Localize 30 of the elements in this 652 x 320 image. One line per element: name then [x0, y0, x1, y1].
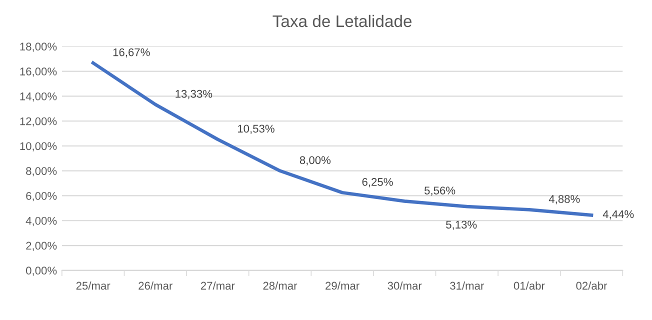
data-label: 5,13%	[446, 220, 477, 230]
x-tick-label: 02/abr	[576, 282, 608, 290]
x-tick-label: 01/abr	[514, 282, 545, 290]
x-tick-label: 28/mar	[263, 282, 298, 290]
data-label: 6,25%	[362, 178, 393, 188]
data-label: 13,33%	[176, 90, 212, 100]
x-tick-label: 25/mar	[76, 282, 110, 290]
chart-title: Taxa de Letalidade	[272, 14, 412, 28]
y-tick-label: 4,00%	[26, 216, 57, 226]
y-tick-label: 12,00%	[20, 117, 57, 127]
y-tick-label: 10,00%	[20, 142, 57, 152]
x-tick-label: 26/mar	[138, 282, 172, 290]
y-tick-label: 16,00%	[20, 68, 57, 77]
x-tick-label: 31/mar	[450, 282, 484, 290]
data-label: 4,44%	[602, 210, 634, 220]
x-tick-label: 29/mar	[326, 282, 360, 290]
y-tick-label: 2,00%	[26, 242, 57, 251]
line-series	[91, 61, 594, 217]
x-tick-label: 27/mar	[200, 282, 235, 290]
x-tick-label: 30/mar	[388, 282, 422, 290]
y-tick-label: 8,00%	[26, 167, 57, 176]
data-label: 4,88%	[548, 195, 580, 204]
y-tick-label: 14,00%	[20, 92, 57, 102]
y-tick-label: 6,00%	[26, 192, 57, 202]
data-label: 5,56%	[424, 186, 456, 196]
data-label: 16,67%	[113, 48, 150, 58]
y-tick-label: 18,00%	[20, 42, 57, 52]
y-tick-label: 0,00%	[26, 266, 57, 276]
data-label: 10,53%	[238, 124, 274, 134]
data-label: 8,00%	[300, 156, 331, 166]
